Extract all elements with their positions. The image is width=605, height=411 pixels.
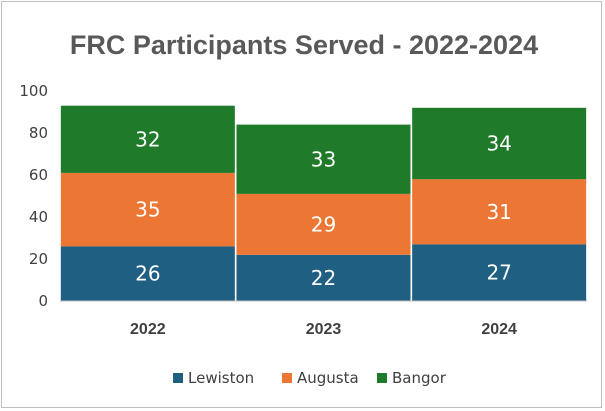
bar-segment-augusta-2022: [60, 172, 235, 247]
x-tick-label: 2024: [481, 321, 517, 338]
y-axis: 0 20 40 60 80 100: [19, 82, 48, 310]
data-label: 32: [135, 127, 160, 151]
legend: Lewiston Augusta Bangor: [173, 369, 447, 387]
y-tick-label: 80: [29, 124, 48, 142]
y-tick-label: 60: [29, 166, 48, 184]
bar-segment-bangor-2022: [60, 105, 235, 173]
legend-label: Lewiston: [188, 369, 254, 387]
legend-label: Augusta: [297, 369, 359, 387]
bar-segment-bangor-2023: [236, 124, 411, 194]
bar-segment-augusta-2024: [412, 179, 587, 245]
data-label: 22: [311, 266, 336, 290]
data-label: 33: [311, 147, 336, 171]
bar-segment-bangor-2024: [412, 107, 587, 180]
x-tick-label: 2022: [130, 321, 166, 338]
bar-segment-lewiston-2024: [412, 244, 587, 301]
data-label: 34: [486, 132, 511, 156]
y-tick-label: 100: [19, 82, 48, 100]
data-label: 26: [135, 262, 160, 286]
x-tick-label: 2023: [306, 321, 342, 338]
legend-swatch-augusta: [282, 373, 292, 383]
y-tick-label: 20: [29, 250, 48, 268]
data-label: 31: [486, 200, 511, 224]
legend-swatch-bangor: [377, 373, 387, 383]
legend-label: Bangor: [392, 369, 447, 387]
bar-segment-augusta-2023: [236, 193, 411, 255]
data-label: 35: [135, 198, 160, 222]
bar-segment-lewiston-2023: [236, 254, 411, 301]
x-axis: 2022 2023 2024: [60, 300, 587, 338]
data-label: 29: [311, 212, 336, 236]
y-tick-label: 40: [29, 208, 48, 226]
bars: 26 35 32 22 29 33 27 31 34: [60, 105, 587, 301]
data-label: 27: [486, 261, 511, 285]
bar-segment-lewiston-2022: [60, 246, 235, 301]
chart-title: FRC Participants Served - 2022-2024: [70, 30, 538, 60]
y-tick-label: 0: [38, 292, 48, 310]
legend-swatch-lewiston: [173, 373, 183, 383]
